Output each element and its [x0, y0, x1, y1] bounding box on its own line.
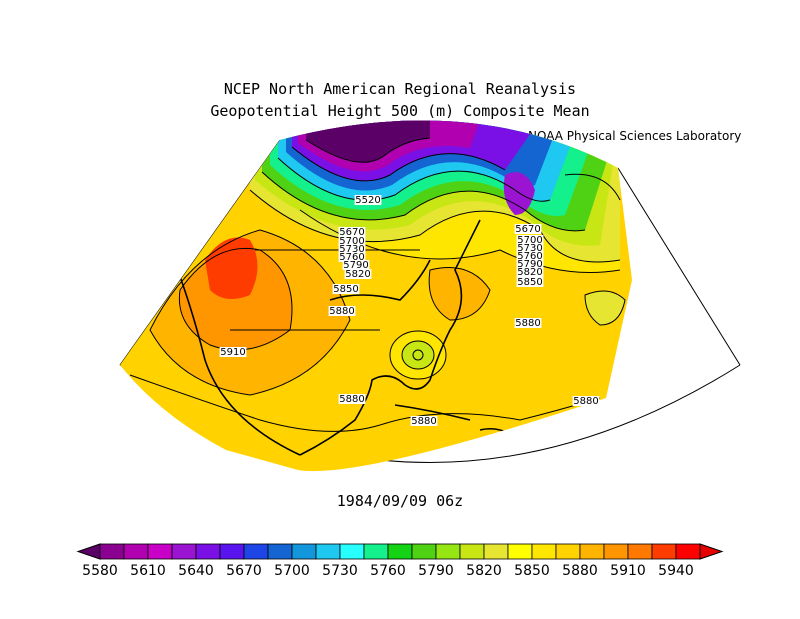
contour-label-bg: [354, 195, 382, 205]
contour-label-bg: [332, 284, 360, 294]
contour-label-bg: [344, 269, 372, 279]
colorbar-arrow-right: [699, 543, 724, 560]
contour-label: 5880: [573, 396, 598, 407]
colorbar-swatch: [315, 543, 341, 560]
contour-label: 5850: [517, 277, 542, 288]
colorbar-swatch: [603, 543, 629, 560]
contour-label: 5730: [339, 244, 364, 255]
colorbar-swatch: [675, 543, 701, 560]
colorbar-tick-label: 5580: [82, 563, 118, 579]
fill-5940: [205, 237, 258, 299]
credit-label: NOAA Physical Sciences Laboratory: [528, 129, 742, 143]
colorbar-swatch: [507, 543, 533, 560]
contour-label-bg: [516, 267, 544, 277]
colorbar-swatch: [531, 543, 557, 560]
contour-label-bg: [219, 347, 247, 357]
fill-gulf-low-inner: [402, 341, 434, 369]
fill-ne-ridge: [429, 267, 490, 320]
coastlines: [169, 219, 521, 456]
contour-label-bg: [516, 277, 544, 287]
colorbar-tick-label: 5640: [178, 563, 214, 579]
colorbar-swatch: [555, 543, 581, 560]
colorbar-tick-label: 5760: [370, 563, 406, 579]
colorbar-swatch: [387, 543, 413, 560]
contour-label-bg: [514, 224, 542, 234]
colorbar-swatch: [483, 543, 509, 560]
colorbar-swatch: [171, 543, 197, 560]
contour-label-bg: [410, 416, 438, 426]
contour-label-bg: [516, 251, 544, 261]
contour-label: 5880: [411, 416, 436, 427]
contour-label: 5760: [339, 252, 364, 263]
contour-label-bg: [338, 252, 366, 262]
colorbar-swatch: [267, 543, 293, 560]
colorbar-swatch: [579, 543, 605, 560]
colorbar-swatch: [435, 543, 461, 560]
colorbar-swatch: [99, 543, 125, 560]
contour-label: 5820: [345, 269, 370, 280]
filled-contours: [120, 120, 632, 472]
contour-label: 5730: [517, 243, 542, 254]
contour-label-bg: [338, 227, 366, 237]
contour-label: 5760: [517, 251, 542, 262]
contour-label: 5880: [329, 306, 354, 317]
colorbar-tick-label: 5730: [322, 563, 358, 579]
contour-label: 5520: [355, 195, 380, 206]
contour-label-bg: [516, 259, 544, 269]
colorbar-tick-label: 5610: [130, 563, 166, 579]
contour-label: 5880: [515, 318, 540, 329]
colorbar-swatch: [147, 543, 173, 560]
contour-label: 5820: [517, 267, 542, 278]
colorbar-tick-label: 5880: [562, 563, 598, 579]
colorbar-swatch: [219, 543, 245, 560]
fill-right-pocket: [585, 291, 625, 325]
contour-label-bg: [338, 394, 366, 404]
colorbar-swatch: [291, 543, 317, 560]
contour-label: 5670: [339, 227, 364, 238]
colorbar-swatch: [459, 543, 485, 560]
contour-label: 5700: [339, 236, 364, 247]
fill-5580: [306, 120, 430, 163]
colorbar-swatch: [363, 543, 389, 560]
colorbar-tick-label: 5790: [418, 563, 454, 579]
contour-label-bg: [516, 235, 544, 245]
colorbar-tick-label: 5850: [514, 563, 550, 579]
contour-label-bg: [342, 260, 370, 270]
colorbar-swatch: [411, 543, 437, 560]
map-subtitle: Geopotential Height 500 (m) Composite Me…: [210, 102, 590, 120]
contour-label: 5880: [339, 394, 364, 405]
contour-label-bg: [514, 318, 542, 328]
contour-labels: 5520567057005730576057905820585058805670…: [219, 195, 600, 427]
colorbar-tick-label: 5820: [466, 563, 502, 579]
contour-label-bg: [328, 306, 356, 316]
contour-label: 5790: [517, 259, 542, 270]
contour-label-bg: [338, 244, 366, 254]
frame-right-edge: [617, 167, 741, 366]
contour-label: 5670: [515, 224, 540, 235]
colorbar-tick-label: 5910: [610, 563, 646, 579]
contour-label: 5700: [517, 235, 542, 246]
contour-label: 5790: [343, 260, 368, 271]
colorbar-swatch: [651, 543, 677, 560]
contour-label-bg: [572, 396, 600, 406]
colorbar-tick-label: 5670: [226, 563, 262, 579]
colorbar: 5580 5610 5640 5670 5700 5730 5760 5790 5820 5850…: [76, 543, 724, 579]
colorbar-swatch: [123, 543, 149, 560]
colorbar-swatch: [243, 543, 269, 560]
map-title: NCEP North American Regional Reanalysis: [223, 80, 577, 98]
colorbar-swatch: [627, 543, 653, 560]
contour-label-bg: [338, 236, 366, 246]
colorbar-arrow-left: [76, 543, 101, 560]
colorbar-swatch: [195, 543, 221, 560]
date-label: 1984/09/09 06z: [336, 492, 464, 510]
colorbar-swatch: [339, 543, 365, 560]
colorbar-tick-label: 5940: [658, 563, 694, 579]
contour-label-bg: [516, 243, 544, 253]
contour-label: 5910: [220, 347, 245, 358]
contour-label: 5850: [333, 284, 358, 295]
colorbar-tick-label: 5700: [274, 563, 310, 579]
